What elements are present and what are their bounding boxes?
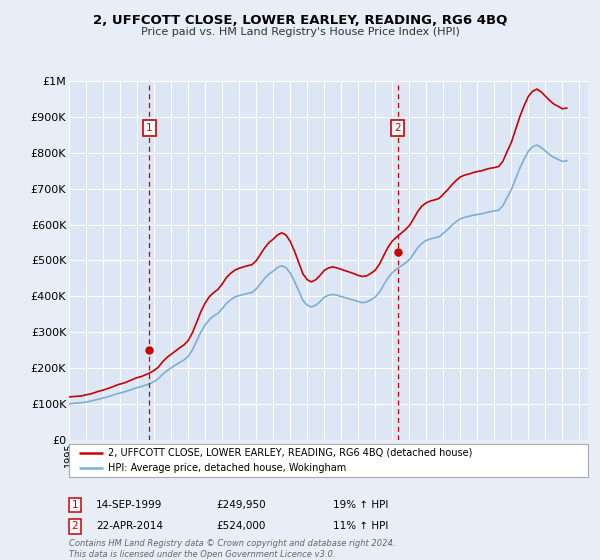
Text: Contains HM Land Registry data © Crown copyright and database right 2024.
This d: Contains HM Land Registry data © Crown c…	[69, 539, 395, 559]
Text: £524,000: £524,000	[216, 521, 265, 531]
Text: 1: 1	[71, 500, 79, 510]
Text: 22-APR-2014: 22-APR-2014	[96, 521, 163, 531]
Text: HPI: Average price, detached house, Wokingham: HPI: Average price, detached house, Woki…	[108, 463, 346, 473]
Text: 2: 2	[71, 521, 79, 531]
Text: Price paid vs. HM Land Registry's House Price Index (HPI): Price paid vs. HM Land Registry's House …	[140, 27, 460, 37]
Text: £249,950: £249,950	[216, 500, 266, 510]
Text: 2, UFFCOTT CLOSE, LOWER EARLEY, READING, RG6 4BQ: 2, UFFCOTT CLOSE, LOWER EARLEY, READING,…	[93, 14, 507, 27]
Text: 19% ↑ HPI: 19% ↑ HPI	[333, 500, 388, 510]
Text: 2, UFFCOTT CLOSE, LOWER EARLEY, READING, RG6 4BQ (detached house): 2, UFFCOTT CLOSE, LOWER EARLEY, READING,…	[108, 447, 472, 458]
Text: 11% ↑ HPI: 11% ↑ HPI	[333, 521, 388, 531]
Text: 14-SEP-1999: 14-SEP-1999	[96, 500, 163, 510]
Text: 1: 1	[146, 123, 152, 133]
Text: 2: 2	[394, 123, 401, 133]
